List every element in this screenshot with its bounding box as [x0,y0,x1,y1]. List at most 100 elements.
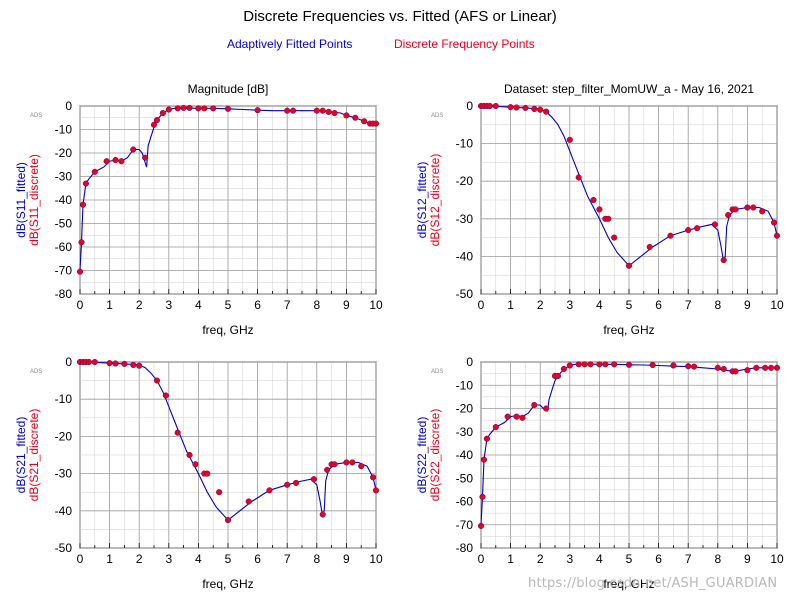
discrete-point [773,232,781,239]
discrete-point [266,487,273,494]
y-axis-label-fitted: dB(S11_fitted) [14,162,28,238]
discrete-point [331,461,338,468]
chart-s12: 0 1 2 3 4 5 6 7 8 9 10 0 -10 -20 -30 -40 -50 freq, GHz dB(… [415,82,784,337]
discrete-point [519,414,526,421]
figure-title: Discrete Frequencies vs. Fitted (AFS or … [243,8,557,25]
discrete-point [732,368,739,375]
y-tick-label: -30 [55,467,73,481]
x-tick-label: 2 [136,552,143,566]
discrete-point [596,361,603,368]
discrete-point [324,466,331,473]
discrete-point [192,461,199,468]
y-axis-label-discrete: dB(S21_discrete) [27,409,41,502]
grid [79,361,377,549]
y-tick-label: 0 [65,355,72,369]
y-tick-label: -50 [55,541,73,555]
x-tick-label: 5 [225,298,232,312]
discrete-point [284,481,291,488]
discrete-point [543,108,550,115]
discrete-point [714,364,721,371]
discrete-point [159,110,166,117]
x-tick-label: 2 [537,552,544,566]
x-tick-label: 4 [195,552,202,566]
discrete-point [537,106,544,113]
x-tick-label: 9 [343,552,350,566]
x-tick-label: 10 [770,552,784,566]
discrete-point [566,136,573,143]
y-tick-label: -40 [456,448,474,462]
discrete-series [477,361,781,529]
discrete-point [174,105,181,112]
discrete-point [79,201,87,208]
x-axis-label: freq, GHz [603,323,654,337]
discrete-point [313,107,320,114]
x-tick-label: 4 [596,298,603,312]
grid [79,105,377,295]
y-tick-label: -10 [55,123,73,137]
discrete-point [507,104,514,111]
discrete-point [566,362,573,369]
discrete-point [186,104,193,111]
discrete-point [91,168,98,175]
x-tick-label: 2 [537,298,544,312]
x-tick-label: 10 [369,298,383,312]
discrete-series [477,102,781,269]
discrete-point [531,105,538,113]
x-axis-label: freq, GHz [202,577,253,591]
discrete-point [165,106,172,113]
discrete-point [744,367,751,374]
discrete-point [319,511,326,518]
x-tick-label: 0 [478,298,485,312]
discrete-point [649,361,656,369]
x-tick-label: 0 [478,552,485,566]
discrete-point [195,105,202,112]
discrete-point [78,239,85,246]
y-tick-label: -30 [456,212,474,226]
x-tick-label: 2 [136,298,143,312]
discrete-point [720,365,727,373]
y-tick-label: -10 [456,378,474,392]
y-tick-label: -40 [55,504,73,518]
discrete-point [325,108,332,115]
discrete-point [319,107,326,114]
discrete-point [725,211,732,219]
discrete-point [560,365,567,373]
discrete-point [590,196,597,204]
discrete-point [625,361,633,368]
discrete-point [186,451,193,459]
discrete-point [596,206,603,213]
discrete-point [343,459,350,466]
y-tick-label: -10 [456,137,474,151]
discrete-point [691,363,698,370]
x-axis-label: freq, GHz [202,323,253,337]
legend-discrete-label: Discrete Frequency Points [394,37,535,51]
x-tick-label: 10 [369,552,383,566]
y-tick-label: -40 [456,249,474,263]
discrete-point [667,232,674,239]
x-tick-label: 0 [77,552,84,566]
x-tick-label: 3 [566,298,573,312]
y-tick-label: -60 [456,495,474,509]
y-tick-label: -50 [456,471,474,485]
y-tick-label: -30 [456,425,474,439]
discrete-point [744,204,751,211]
chart-s11: 0 1 2 3 4 5 6 7 8 9 10 0 -10 -20 -30 -40 -50 -60 -70 -80 fre… [14,82,383,337]
watermark-text: https://blog.csdn.net/ASH_GUARDIAN [528,576,778,591]
y-tick-label: -50 [456,287,474,301]
legend-fitted-label: Adaptively Fitted Points [227,37,353,51]
panel-title: Magnitude [dB] [188,82,269,96]
discrete-point [513,104,520,111]
x-tick-label: 5 [626,298,633,312]
discrete-point [121,360,128,367]
discrete-point [773,364,781,371]
discrete-point [611,361,618,368]
discrete-point [310,476,317,483]
chart-s22: 0 1 2 3 4 5 6 7 8 9 10 0 -10 -20 -30 -40 -50 -60 -70 -80 fre… [415,355,784,591]
discrete-point [611,234,618,241]
discrete-point [587,361,594,368]
y-tick-label: -40 [55,193,73,207]
x-axis-label: freq, GHz [603,577,654,591]
x-tick-label: 1 [106,552,113,566]
discrete-point [224,517,232,524]
